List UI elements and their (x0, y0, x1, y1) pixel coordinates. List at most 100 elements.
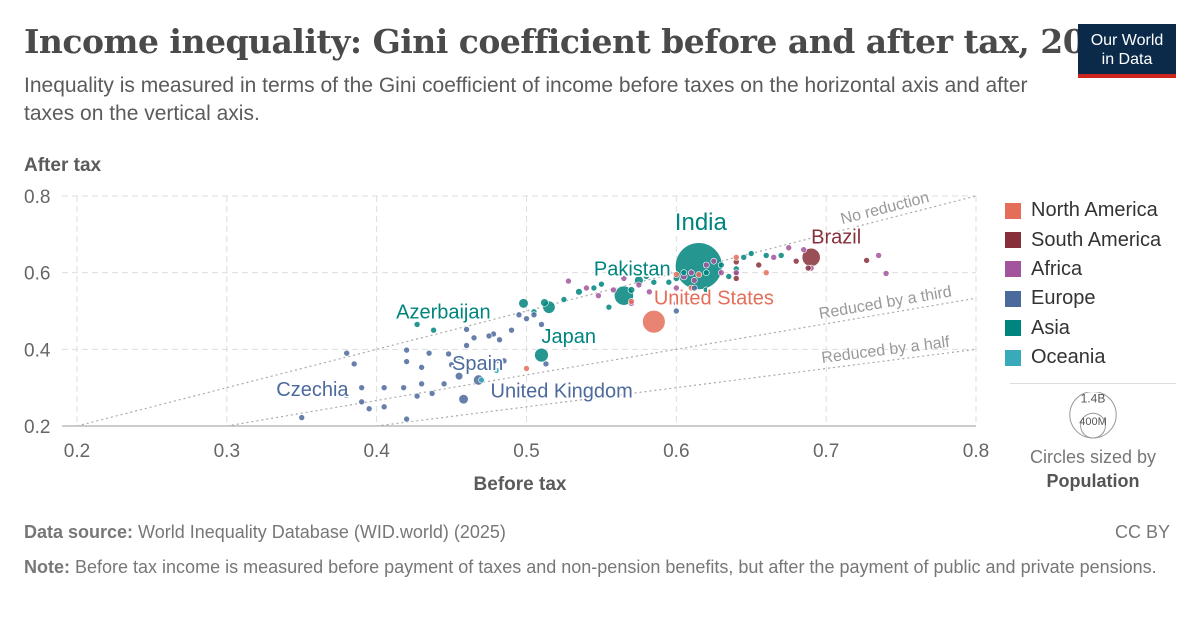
data-point[interactable] (628, 298, 635, 305)
data-point[interactable] (463, 326, 470, 333)
data-point[interactable] (485, 332, 493, 340)
data-point[interactable] (642, 310, 666, 334)
data-point[interactable] (425, 349, 433, 357)
data-point[interactable] (770, 254, 778, 261)
data-point[interactable] (605, 303, 613, 311)
data-point[interactable] (590, 284, 598, 292)
data-point[interactable] (675, 242, 723, 290)
data-point[interactable] (747, 250, 755, 257)
data-point[interactable] (717, 269, 725, 276)
data-point[interactable] (762, 252, 770, 259)
data-point[interactable] (413, 321, 421, 328)
data-point[interactable] (777, 252, 785, 259)
data-point[interactable] (500, 357, 508, 365)
data-point[interactable] (673, 271, 680, 278)
data-point[interactable] (702, 261, 710, 269)
data-point[interactable] (575, 288, 583, 296)
data-point[interactable] (610, 286, 617, 294)
legend-item[interactable]: Asia (1005, 314, 1161, 343)
data-point[interactable] (725, 273, 733, 280)
data-point[interactable] (673, 307, 680, 315)
data-point[interactable] (785, 244, 793, 252)
data-point[interactable] (418, 380, 425, 388)
legend-item[interactable]: North America (1005, 196, 1161, 225)
legend-item[interactable]: Europe (1005, 284, 1161, 313)
data-point[interactable] (702, 286, 710, 294)
data-point[interactable] (740, 254, 748, 261)
data-point[interactable] (418, 364, 425, 371)
data-point[interactable] (343, 349, 350, 357)
data-point[interactable] (518, 298, 529, 309)
data-point[interactable] (688, 269, 695, 276)
data-point[interactable] (680, 269, 688, 276)
data-point[interactable] (717, 261, 725, 269)
data-point[interactable] (523, 365, 530, 372)
data-point[interactable] (646, 288, 653, 296)
data-point[interactable] (493, 357, 500, 365)
data-point[interactable] (540, 298, 549, 307)
data-point[interactable] (530, 311, 538, 319)
legend-item[interactable]: South America (1005, 225, 1161, 254)
data-point[interactable] (710, 257, 718, 265)
data-point[interactable] (565, 277, 572, 285)
data-point[interactable] (620, 275, 628, 282)
data-point[interactable] (732, 269, 740, 276)
data-point[interactable] (358, 384, 365, 391)
data-point[interactable] (365, 405, 373, 413)
data-point[interactable] (454, 372, 464, 381)
data-point[interactable] (643, 273, 650, 280)
license[interactable]: CC BY (1114, 522, 1170, 542)
data-point[interactable] (598, 280, 605, 288)
data-point[interactable] (673, 284, 680, 292)
data-point[interactable] (534, 347, 549, 363)
source-text[interactable]: World Inequality Database (WID.world) (2… (133, 522, 506, 542)
data-point[interactable] (380, 403, 388, 411)
data-point[interactable] (732, 275, 740, 282)
data-point[interactable] (702, 269, 710, 276)
data-point[interactable] (455, 353, 463, 361)
data-point[interactable] (470, 334, 478, 342)
data-point[interactable] (508, 326, 515, 334)
data-point[interactable] (863, 257, 870, 264)
data-point[interactable] (665, 278, 673, 286)
point-label[interactable]: United Kingdom (489, 379, 634, 404)
data-point[interactable] (298, 414, 306, 421)
data-point[interactable] (445, 350, 452, 358)
data-point[interactable] (583, 284, 590, 292)
data-point[interactable] (343, 392, 350, 399)
data-point[interactable] (695, 271, 703, 278)
data-point[interactable] (403, 358, 410, 365)
data-point[interactable] (380, 384, 388, 391)
data-point[interactable] (478, 376, 485, 384)
data-point[interactable] (665, 269, 673, 276)
point-label[interactable]: United States (652, 286, 775, 311)
data-point[interactable] (523, 315, 530, 322)
data-point[interactable] (882, 270, 890, 277)
data-point[interactable] (542, 360, 550, 368)
data-point[interactable] (875, 252, 882, 259)
data-point[interactable] (403, 415, 410, 423)
point-label[interactable]: Spain (451, 352, 505, 377)
data-point[interactable] (650, 278, 658, 286)
data-point[interactable] (792, 257, 800, 265)
data-point[interactable] (673, 300, 680, 307)
owid-logo[interactable]: Our World in Data (1078, 24, 1176, 78)
data-point[interactable] (448, 361, 455, 368)
data-point[interactable] (440, 380, 448, 388)
data-point[interactable] (691, 277, 698, 284)
data-point[interactable] (428, 390, 436, 397)
data-point[interactable] (400, 384, 407, 391)
data-point[interactable] (463, 342, 470, 349)
data-point[interactable] (804, 264, 812, 272)
legend-item[interactable]: Oceania (1005, 343, 1161, 372)
point-label[interactable]: India (673, 208, 729, 238)
point-label[interactable]: Pakistan (592, 257, 672, 282)
data-point[interactable] (732, 254, 740, 261)
data-point[interactable] (800, 246, 807, 253)
data-point[interactable] (538, 321, 545, 328)
data-point[interactable] (458, 394, 469, 405)
data-point[interactable] (358, 398, 365, 406)
data-point[interactable] (515, 311, 523, 319)
data-point[interactable] (496, 336, 503, 344)
data-point[interactable] (430, 326, 437, 334)
